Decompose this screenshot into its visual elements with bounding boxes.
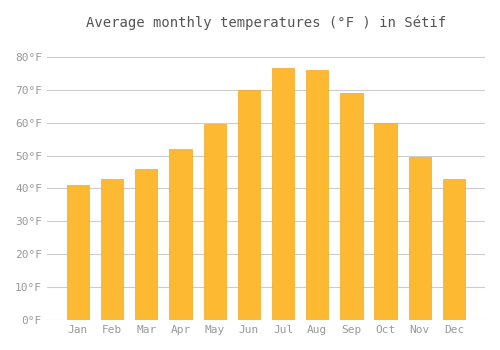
Bar bbox=[238, 90, 260, 320]
Bar bbox=[306, 70, 328, 320]
Bar bbox=[67, 185, 89, 320]
Bar bbox=[170, 149, 192, 320]
Bar bbox=[101, 178, 123, 320]
Bar bbox=[408, 157, 431, 320]
Bar bbox=[340, 93, 362, 320]
Bar bbox=[374, 122, 396, 320]
Bar bbox=[135, 169, 158, 320]
Bar bbox=[272, 68, 294, 320]
Bar bbox=[443, 178, 465, 320]
Title: Average monthly temperatures (°F ) in Sétif: Average monthly temperatures (°F ) in Sé… bbox=[86, 15, 446, 29]
Bar bbox=[204, 124, 226, 320]
